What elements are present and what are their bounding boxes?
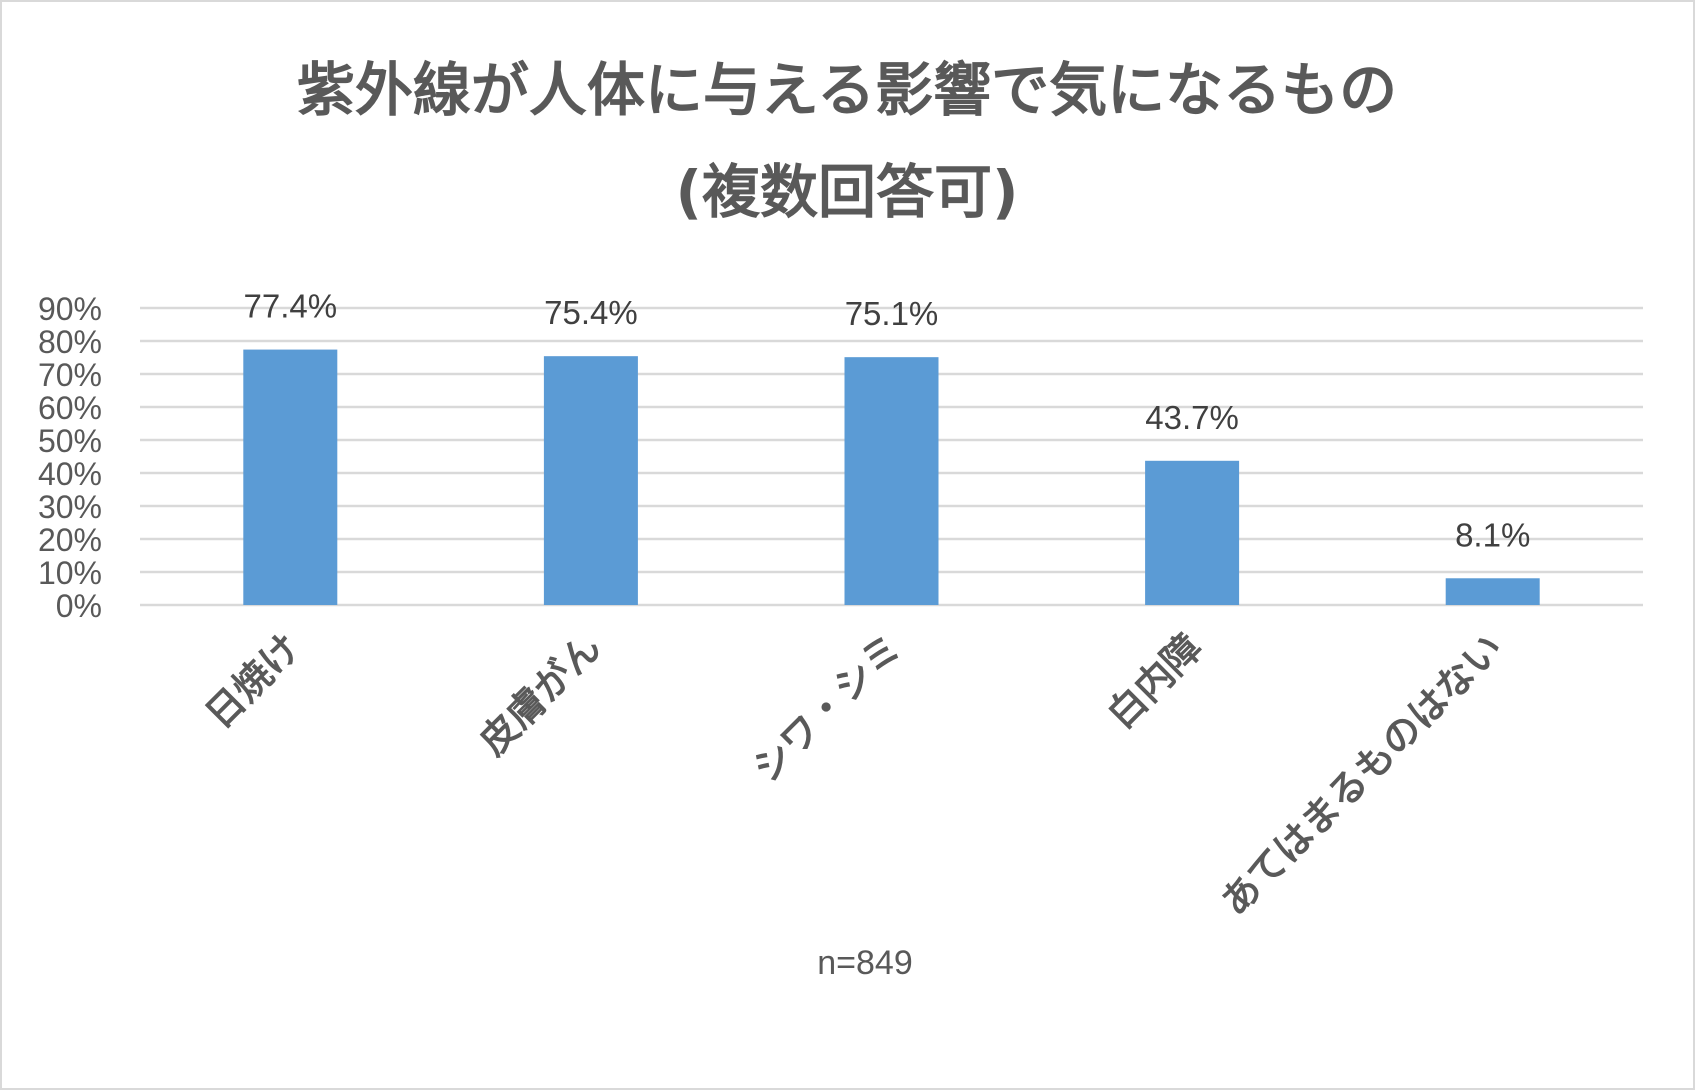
- data-labels: 77.4% 75.4% 75.1% 43.7% 8.1%: [244, 288, 1531, 554]
- bar: [1445, 578, 1540, 605]
- gridlines: [140, 306, 1643, 607]
- y-tick-label: 0%: [56, 588, 102, 624]
- y-tick-label: 60%: [38, 390, 102, 426]
- bar: [243, 349, 338, 605]
- y-tick-label: 70%: [38, 357, 102, 393]
- category-label: 皮膚がん: [471, 625, 610, 764]
- y-tick-label: 80%: [38, 324, 102, 360]
- data-label: 75.1%: [845, 295, 939, 332]
- data-label: 77.4%: [244, 288, 338, 325]
- bars: [243, 349, 1540, 605]
- sample-size-note: n=849: [817, 944, 913, 982]
- chart-title: 紫外線が人体に与える影響で気になるもの: [297, 56, 1397, 124]
- bar: [844, 357, 939, 605]
- y-tick-label: 90%: [38, 291, 102, 327]
- y-tick-label: 20%: [38, 522, 102, 558]
- bar: [1145, 460, 1240, 605]
- category-label: シワ・シミ: [744, 625, 909, 790]
- data-label: 75.4%: [544, 294, 638, 331]
- category-label: 白内障: [1099, 625, 1211, 737]
- y-axis-ticks: 0%10%20%30%40%50%60%70%80%90%: [38, 291, 102, 624]
- category-label: あてはまるものはない: [1212, 625, 1511, 924]
- category-labels: 日焼け 皮膚がん シワ・シミ 白内障 あてはまるものはない: [197, 625, 1511, 924]
- bar: [543, 356, 638, 605]
- data-label: 8.1%: [1455, 516, 1530, 553]
- category-label: 日焼け: [197, 625, 309, 737]
- y-tick-label: 50%: [38, 423, 102, 459]
- y-tick-label: 30%: [38, 489, 102, 525]
- data-label: 43.7%: [1145, 399, 1239, 436]
- chart-subtitle: (複数回答可): [675, 158, 1018, 226]
- y-tick-label: 10%: [38, 555, 102, 591]
- y-tick-label: 40%: [38, 456, 102, 492]
